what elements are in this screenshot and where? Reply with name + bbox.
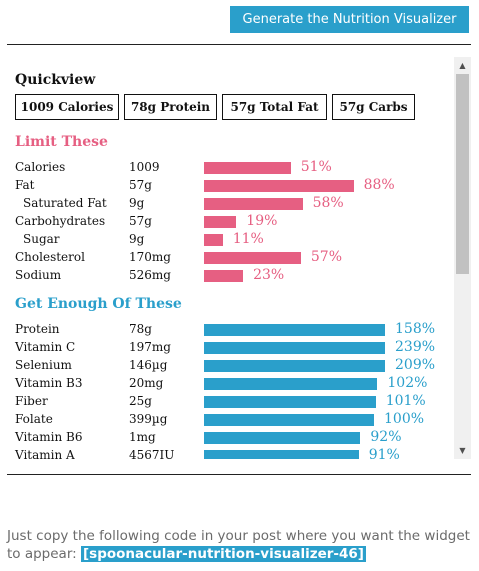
nutrient-bar [204,252,301,264]
limit-row: Carbohydrates 57g 19% [15,212,451,230]
nutrient-percent: 11% [232,231,264,247]
nutrient-amount: 526mg [129,268,171,282]
limit-row: Sugar 9g 11% [15,230,451,248]
nutrient-percent: 239% [395,339,436,355]
nutrient-percent: 92% [370,429,402,445]
nutrient-name: Selenium [15,358,72,372]
instructions-text: Just copy the following code in your pos… [7,528,470,562]
shortcode[interactable]: [spoonacular-nutrition-visualizer-46] [81,546,366,562]
nutrient-amount: 57g [129,214,152,228]
nutrient-bar [204,234,223,246]
widget-scrollbar[interactable]: ▲ ▼ [454,57,471,459]
nutrient-percent: 101% [385,393,426,409]
good-row: Vitamin B6 1mg 92% [15,428,451,446]
nutrient-bar [204,162,291,174]
nutrient-bar [204,270,244,282]
nutrient-percent: 88% [363,177,395,193]
nutrient-bar [204,378,378,390]
nutrient-name: Vitamin C [15,340,76,354]
embed-instructions: Just copy the following code in your pos… [7,527,477,563]
good-row: Vitamin C 197mg 239% [15,338,451,356]
generate-visualizer-button[interactable]: Generate the Nutrition Visualizer [230,6,469,33]
nutrition-widget[interactable]: Quickview 1009 Calories 78g Protein 57g … [7,57,471,459]
nutrient-name: Sugar [23,232,60,246]
limit-row: Cholesterol 170mg 57% [15,248,451,266]
quickview-protein: 78g Protein [124,94,217,120]
limit-row: Saturated Fat 9g 58% [15,194,451,212]
limit-row: Fat 57g 88% [15,176,451,194]
limit-section-title: Limit These [15,134,108,150]
nutrient-bar [204,342,385,354]
nutrient-amount: 146µg [129,358,168,372]
nutrient-name: Protein [15,322,60,336]
nutrient-bar [204,414,374,426]
nutrient-name: Vitamin B3 [15,376,83,390]
good-row: Vitamin A 4567IU 91% [15,446,451,459]
nutrient-percent: 102% [387,375,428,391]
scroll-up-arrow-icon[interactable]: ▲ [459,61,466,70]
nutrient-name: Fat [15,178,35,192]
nutrient-percent: 158% [395,321,436,337]
nutrient-percent: 58% [312,195,344,211]
nutrient-name: Fiber [15,394,48,408]
quickview-carbs: 57g Carbs [332,94,415,120]
scrollbar-thumb[interactable] [456,74,469,274]
nutrient-bar [204,324,385,336]
nutrient-percent: 23% [253,267,285,283]
nutrient-percent: 91% [368,447,400,459]
good-row: Selenium 146µg 209% [15,356,451,374]
nutrient-bar [204,180,354,192]
nutrient-amount: 170mg [129,250,171,264]
nutrient-amount: 20mg [129,376,164,390]
nutrient-percent: 100% [384,411,425,427]
scroll-down-arrow-icon[interactable]: ▼ [459,446,466,455]
nutrient-name: Carbohydrates [15,214,106,228]
nutrient-bar [204,396,376,408]
nutrient-name: Calories [15,160,66,174]
nutrient-bar [204,360,385,372]
nutrient-name: Vitamin B6 [15,430,83,444]
quickview-total-fat: 57g Total Fat [222,94,327,120]
nutrient-name: Saturated Fat [23,196,107,210]
nutrient-amount: 197mg [129,340,171,354]
good-row: Protein 78g 158% [15,320,451,338]
nutrient-bar [204,450,359,459]
good-row: Vitamin B3 20mg 102% [15,374,451,392]
good-row: Folate 399µg 100% [15,410,451,428]
quickview-title: Quickview [15,72,96,88]
nutrient-bar [204,198,303,210]
nutrient-bar [204,216,237,228]
quickview-calories: 1009 Calories [15,94,119,120]
good-section-title: Get Enough Of These [15,296,182,312]
nutrient-percent: 19% [246,213,278,229]
nutrient-amount: 4567IU [129,448,175,459]
nutrient-bar [204,432,361,444]
nutrient-name: Cholesterol [15,250,85,264]
good-row: Fiber 25g 101% [15,392,451,410]
nutrient-amount: 78g [129,322,152,336]
nutrient-amount: 1mg [129,430,156,444]
nutrient-name: Folate [15,412,53,426]
nutrient-amount: 399µg [129,412,168,426]
nutrient-percent: 57% [310,249,343,265]
nutrient-amount: 57g [129,178,152,192]
nutrient-percent: 51% [300,159,332,175]
nutrient-name: Sodium [15,268,62,282]
limit-row: Calories 1009 51% [15,158,451,176]
bottom-divider [7,474,471,475]
nutrient-amount: 25g [129,394,152,408]
nutrient-amount: 9g [129,196,145,210]
nutrient-amount: 9g [129,232,145,246]
nutrient-amount: 1009 [129,160,160,174]
nutrient-percent: 209% [395,357,436,373]
limit-row: Sodium 526mg 23% [15,266,451,284]
nutrient-name: Vitamin A [15,448,75,459]
top-divider [7,44,471,45]
